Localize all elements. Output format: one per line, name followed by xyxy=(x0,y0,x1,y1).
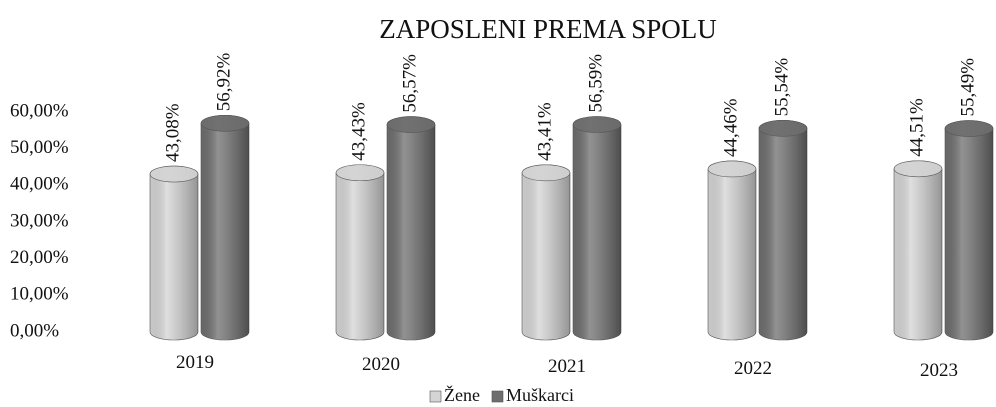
y-tick-label: 0,00% xyxy=(10,320,59,341)
data-label: 44,51% xyxy=(906,98,927,157)
legend-swatch xyxy=(429,390,442,403)
bar-shade xyxy=(150,166,198,340)
bar-shade xyxy=(336,164,384,340)
y-tick-label: 10,00% xyxy=(10,284,69,305)
bar-shade xyxy=(201,115,249,340)
bar-cap xyxy=(572,116,622,133)
x-tick-label: 2019 xyxy=(176,352,214,373)
bar-shade xyxy=(522,164,570,340)
x-tick-label: 2020 xyxy=(362,354,400,375)
legend-label: Muškarci xyxy=(506,385,574,405)
y-tick-label: 40,00% xyxy=(10,174,69,195)
bar-shade xyxy=(945,120,993,340)
y-tick-label: 60,00% xyxy=(10,100,69,121)
bar-shade xyxy=(708,160,756,340)
data-label: 55,49% xyxy=(957,58,978,117)
bar-cap xyxy=(521,164,571,182)
data-label: 56,92% xyxy=(213,53,234,112)
data-label: 43,41% xyxy=(534,102,555,161)
y-tick-label: 50,00% xyxy=(10,137,69,158)
legend-swatch xyxy=(491,390,504,403)
x-tick-label: 2023 xyxy=(920,360,958,381)
bar-shade xyxy=(387,116,435,341)
bar-cap xyxy=(200,114,250,132)
data-label: 43,08% xyxy=(162,103,183,162)
bar-shade xyxy=(894,160,942,340)
bar-cap xyxy=(893,160,943,178)
x-tick-label: 2021 xyxy=(548,356,586,377)
y-tick-label: 20,00% xyxy=(10,247,69,268)
data-label: 43,43% xyxy=(348,102,369,161)
data-label: 56,59% xyxy=(585,54,606,113)
chart-title: ZAPOSLENI PREMA SPOLU xyxy=(379,14,717,44)
bar-cap xyxy=(149,165,199,183)
bar-cap xyxy=(758,120,808,137)
bar-shade xyxy=(573,116,621,341)
bar-shade xyxy=(759,120,807,340)
legend-label: Žene xyxy=(444,384,480,405)
data-label: 55,54% xyxy=(771,58,792,117)
bar-cap xyxy=(707,160,757,178)
data-label: 56,57% xyxy=(399,54,420,113)
y-tick-label: 30,00% xyxy=(10,210,69,231)
bar-cap xyxy=(386,116,436,133)
data-label: 44,46% xyxy=(720,98,741,157)
bar-cap xyxy=(944,120,994,137)
bar-cap xyxy=(335,164,385,182)
x-tick-label: 2022 xyxy=(734,358,772,379)
